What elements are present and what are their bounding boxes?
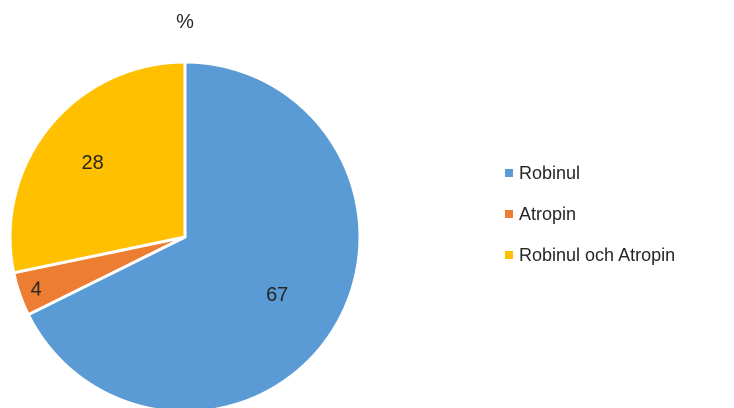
legend-swatch-robinul [505, 169, 513, 177]
pie-slice-robinul [26, 60, 362, 408]
legend-label-robinul-och-atropin: Robinul och Atropin [519, 244, 676, 265]
legend-label-atropin: Atropin [519, 203, 577, 224]
pie-slice-robinul-och-atropin [8, 60, 187, 275]
data-label-robinul: 67 [266, 284, 288, 306]
legend-item-robinul-och-atropin: Robinul och Atropin [505, 243, 675, 267]
chart-legend: Robinul Atropin Robinul och Atropin [505, 161, 675, 267]
chart-title: % [176, 11, 194, 33]
legend-item-robinul: Robinul [505, 161, 675, 185]
legend-swatch-atropin [505, 210, 513, 218]
legend-item-atropin: Atropin [505, 202, 675, 226]
legend-label-robinul: Robinul [519, 162, 581, 183]
data-label-atropin: 4 [31, 279, 42, 301]
data-label-robinul-och-atropin: 28 [82, 152, 104, 174]
legend-swatch-robinul-och-atropin [505, 251, 513, 259]
